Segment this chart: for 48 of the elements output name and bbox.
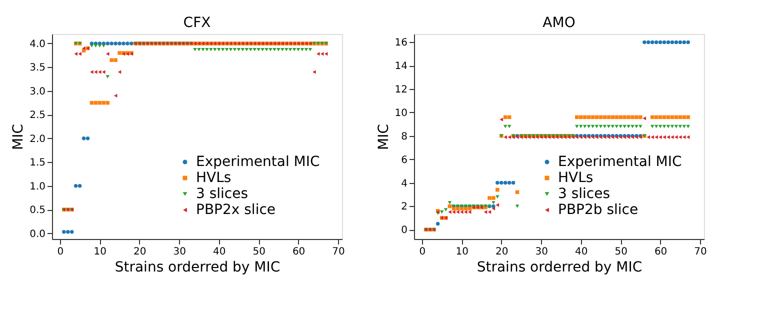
y-tick-label: 0.5 <box>30 205 46 216</box>
y-tick-label: 6 <box>401 154 408 166</box>
legend-label: PBP2x slice <box>196 202 276 218</box>
y-tick-label: 10 <box>394 108 408 119</box>
x-tick-label: 10 <box>456 246 469 258</box>
x-tick-label: 50 <box>252 246 266 258</box>
y-tick-label: 2.0 <box>30 134 46 145</box>
y-tick-label: 1.0 <box>30 181 46 192</box>
y-axis-title: MIC <box>10 124 27 150</box>
y-tick-label: 4 <box>401 178 408 190</box>
y-tick-label: 14 <box>394 61 408 72</box>
legend-label: HVLs <box>196 170 232 186</box>
legend-label: PBP2b slice <box>558 202 638 218</box>
x-axis-title: Strains orderred by MIC <box>476 260 642 276</box>
y-tick-label: 0.0 <box>30 228 46 240</box>
legend-label: Experimental MIC <box>196 154 320 170</box>
legend-label: Experimental MIC <box>558 154 682 170</box>
x-tick-label: 10 <box>94 246 107 258</box>
y-tick-label: 12 <box>394 84 408 96</box>
x-tick-label: 0 <box>419 246 426 258</box>
x-tick-label: 60 <box>654 246 668 258</box>
y-tick-label: 3.0 <box>30 86 46 98</box>
y-tick-label: 3.5 <box>30 62 46 74</box>
x-tick-label: 60 <box>292 246 306 258</box>
x-tick-label: 30 <box>535 246 548 258</box>
x-tick-label: 20 <box>496 246 508 258</box>
y-tick-label: 2.5 <box>30 110 46 122</box>
y-tick-label: 1.5 <box>30 158 46 169</box>
y-tick-label: 8 <box>401 131 408 142</box>
x-axis-title: Strains orderred by MIC <box>114 260 280 276</box>
legend-label: HVLs <box>558 170 594 186</box>
x-tick-label: 30 <box>173 246 186 258</box>
legend-label: 3 slices <box>196 186 248 202</box>
legend-label: 3 slices <box>558 186 610 202</box>
chart-title: CFX <box>183 15 212 31</box>
x-tick-label: 40 <box>212 246 226 258</box>
x-tick-label: 70 <box>694 246 707 258</box>
x-tick-label: 70 <box>332 246 345 258</box>
y-tick-label: 0 <box>401 225 408 236</box>
y-axis-title: MIC <box>376 124 392 150</box>
chart-title: AMO <box>542 15 576 31</box>
x-tick-label: 50 <box>614 246 628 258</box>
x-tick-label: 0 <box>57 246 64 258</box>
y-tick-label: 16 <box>394 38 408 49</box>
y-tick-label: 2 <box>401 202 408 213</box>
x-tick-label: 40 <box>574 246 588 258</box>
y-tick-label: 4.0 <box>30 38 46 50</box>
x-tick-label: 20 <box>134 246 146 258</box>
